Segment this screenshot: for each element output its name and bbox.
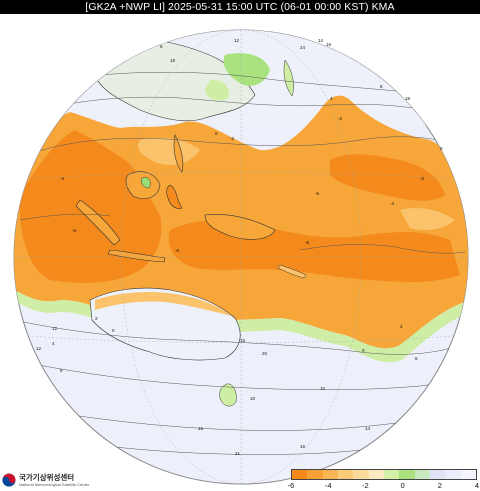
colorbar-tick-label: -2 [362,481,369,490]
contour-label: 0 [362,348,365,353]
graticule [14,30,468,484]
contour-label: 8 [380,84,383,89]
colorbar-swatch [429,470,446,479]
colorbar-swatch [445,470,461,479]
contour-label: -6 [315,191,319,196]
contour-label: -6 [305,240,309,245]
contour-label: 12 [234,38,240,43]
contour-label: 10 [320,386,326,391]
japan-islands [283,59,294,97]
colorbar-swatch [353,470,369,479]
organization-name-ko: 국가기상위성센터 [19,473,75,482]
contour-label: 0 [215,131,218,136]
contour-label: -6 [175,248,179,253]
contour-label: 6 [160,44,163,49]
contour-label: 4 [52,341,55,346]
contour-label: 12 [36,346,42,351]
moderate-patch-east [400,208,455,230]
contour-label: 24 [300,45,306,50]
colorbar-swatch [292,470,308,479]
contour-label-group: -6 -6 -6 -6 -4 -4 -2 -2 -2 0 0 0 0 2 2 4… [36,38,443,456]
contour-label: -2 [230,136,234,141]
colorbar-swatch [307,470,323,479]
island-solomons [277,264,307,279]
contour-label: 15 [240,338,246,343]
colorbar-swatch [460,470,476,479]
colorbar-swatch [368,470,384,479]
colorbar-labels: -6 -4 -2 0 2 4 [287,481,480,491]
asia-green-patch-2 [205,79,229,101]
contour-label: -4 [60,176,64,181]
moderate-patch-north [138,137,200,165]
contour-label: 14 [318,38,324,43]
colorbar-swatch [322,470,338,479]
colorbar-tick-label: 4 [474,481,480,490]
contour-label: 2 [95,316,98,321]
contour-label: 14 [365,426,371,431]
contour-label: 2 [400,324,403,329]
colorbar-swatch [337,470,354,479]
contour-label: 16 [326,42,332,47]
contour-label: 6 [415,356,418,361]
contour-label: 0 [112,328,115,333]
contour-label: -2 [338,116,342,121]
contour-label: 8 [60,368,63,373]
colorbar-tick-label: -6 [287,481,295,490]
kma-logo: 국가기상위성센터 National Meteorological Satelli… [2,471,152,491]
very-unstable-core-east [330,154,445,201]
contour-label: 15 [198,426,204,431]
island-sulawesi [166,184,183,209]
colorbar-swatch [399,470,415,479]
lifted-index-colorbar [291,469,477,480]
asia-landmass [94,38,256,122]
colorbar-tick-label: 0 [400,481,405,490]
contour-label: -2 [420,176,424,181]
new-zealand [219,383,237,407]
contour-label: 18 [170,58,176,63]
organization-name-en: National Meteorological Satellite Center [19,482,90,487]
contour-label: 0 [440,146,443,151]
island-new-guinea [204,214,276,240]
colorbar-swatch [383,470,400,479]
contour-label: -6 [72,228,76,233]
southern-green-fringe [14,290,468,363]
very-unstable-core-west [19,130,162,283]
colorbar-tick-label: 2 [437,481,442,490]
contour-label: 12 [52,326,58,331]
contour-label: 4 [330,96,333,101]
contour-label: 18 [405,96,411,101]
island-small-green [141,177,151,189]
island-java [107,249,166,263]
map-title: [GK2A +NWP LI] 2025-05-31 15:00 UTC (06-… [0,0,480,14]
taegeuk-icon [2,473,16,487]
island-philippines [173,134,184,173]
contour-label: 16 [300,444,306,449]
colorbar-swatch [414,470,430,479]
colorbar-tick-label: -4 [324,481,332,490]
contour-label: 20 [262,351,268,356]
contour-label: 10 [250,396,256,401]
contour-label: -4 [390,201,394,206]
australia-north-fringe [95,292,232,316]
contour-label: 21 [235,451,241,456]
